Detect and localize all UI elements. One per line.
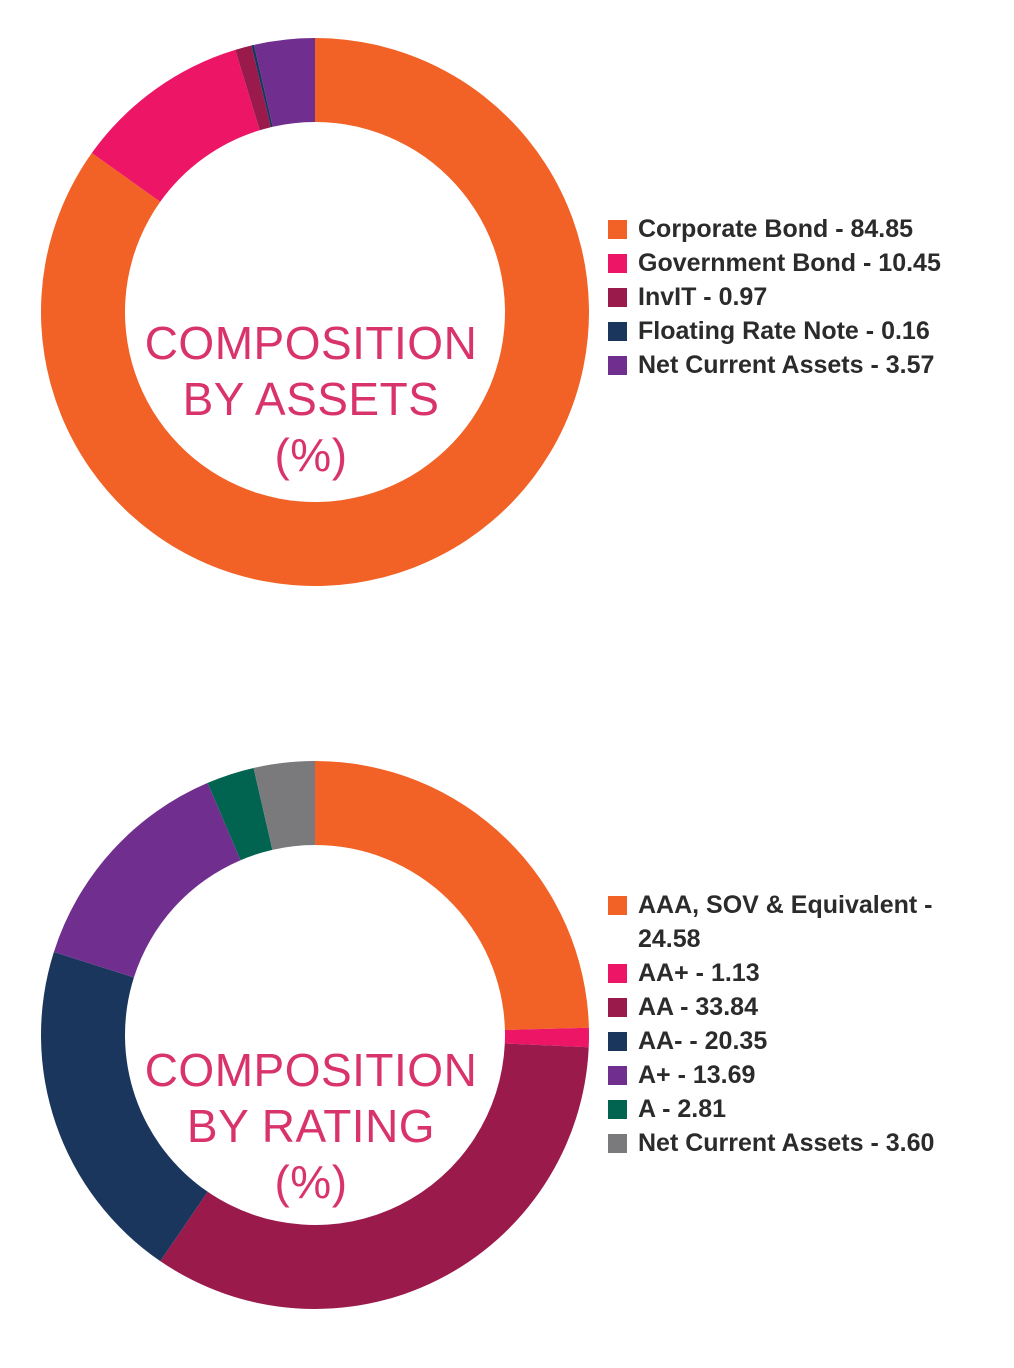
legend-value: 1.13 — [710, 959, 760, 987]
donut-slice-aa — [160, 1043, 589, 1309]
legend-separator: - — [655, 1095, 678, 1123]
legend-value: 24.58 — [638, 925, 701, 953]
legend-separator: - — [863, 351, 886, 379]
legend-separator: - — [673, 993, 696, 1021]
donut-slice-corporate-bond — [40, 38, 589, 586]
legend-item: AAA, SOV & Equivalent - 24.58 — [608, 888, 968, 956]
legend-rating: AAA, SOV & Equivalent - 24.58 AA+ - 1.13 A… — [608, 888, 968, 1160]
legend-item: Net Current Assets - 3.57 — [608, 348, 988, 382]
legend-label: A+ — [638, 1061, 671, 1089]
legend-separator: - — [863, 1129, 886, 1157]
legend-item: Corporate Bond - 84.85 — [608, 212, 988, 246]
legend-label: Corporate Bond — [638, 215, 829, 243]
chart-title-assets: COMPOSITION BY ASSETS (%) — [111, 315, 511, 483]
legend-item: AA- - 20.35 — [608, 1024, 968, 1058]
donut-slice-floating-rate-note — [251, 44, 273, 128]
legend-swatch — [608, 356, 627, 375]
legend-swatch — [608, 1066, 627, 1085]
legend-label: A — [638, 1095, 656, 1123]
legend-separator: - — [858, 317, 882, 345]
legend-swatch — [608, 322, 627, 341]
legend-swatch — [608, 220, 627, 239]
legend-assets: Corporate Bond - 84.85 Government Bond - … — [608, 212, 988, 382]
legend-value: 20.35 — [704, 1027, 768, 1055]
legend-swatch — [608, 1100, 627, 1119]
legend-item: Floating Rate Note - 0.16 — [608, 314, 988, 348]
chart-title-line: COMPOSITION — [144, 1044, 478, 1096]
legend-separator: - — [856, 249, 879, 277]
donut-slice-a-plus — [53, 782, 241, 978]
legend-item: Net Current Assets - 3.60 — [608, 1126, 968, 1160]
donut-chart-assets — [40, 38, 589, 586]
chart-title-rating: COMPOSITION BY RATING (%) — [111, 1042, 511, 1210]
legend-item: A - 2.81 — [608, 1092, 968, 1126]
chart-title-line: BY ASSETS — [182, 373, 440, 425]
legend-label: Net Current Assets — [638, 1129, 864, 1157]
legend-value: 84.85 — [850, 215, 914, 243]
legend-swatch — [608, 1032, 627, 1051]
donut-slice-a — [207, 767, 273, 861]
legend-value: 0.16 — [881, 317, 930, 345]
donut-slice-aa — [40, 951, 208, 1262]
chart-title-line: BY RATING — [186, 1100, 436, 1152]
donut-slice-government-bond — [91, 49, 260, 202]
legend-separator: - — [917, 891, 933, 919]
legend-value: 3.57 — [885, 351, 935, 379]
legend-item: AA+ - 1.13 — [608, 956, 968, 990]
legend-item: Government Bond - 10.45 — [608, 246, 988, 280]
donut-slice-aaa-sov-equivalent — [315, 761, 589, 1030]
legend-value: 13.69 — [692, 1061, 756, 1089]
legend-value: 3.60 — [885, 1129, 935, 1157]
legend-label: Floating Rate Note — [638, 317, 859, 345]
chart-title-line: COMPOSITION — [144, 317, 478, 369]
legend-value: 10.45 — [878, 249, 941, 277]
legend-item: A+ - 13.69 — [608, 1058, 968, 1092]
legend-item: InvIT - 0.97 — [608, 280, 988, 314]
chart-composition-by-assets: COMPOSITION BY ASSETS (%) Corporate Bond… — [0, 0, 1014, 620]
legend-swatch — [608, 998, 627, 1017]
donut-slice-invit — [235, 45, 271, 131]
legend-separator: - — [696, 283, 719, 311]
legend-separator: - — [682, 1027, 705, 1055]
chart-title-line: (%) — [274, 1156, 348, 1208]
legend-separator: - — [670, 1061, 693, 1089]
legend-item: AA - 33.84 — [608, 990, 968, 1024]
legend-label: AA — [638, 993, 674, 1021]
donut-chart-rating — [40, 761, 590, 1309]
legend-label: InvIT — [638, 283, 697, 311]
legend-separator: - — [688, 959, 711, 987]
legend-label: Government Bond — [638, 249, 857, 277]
legend-value: 33.84 — [695, 993, 758, 1021]
donut-slice-aa-plus — [504, 1027, 590, 1048]
legend-label: AAA, SOV & Equivalent — [638, 891, 918, 919]
donut-slice-net-current-assets — [253, 761, 315, 850]
legend-label: Net Current Assets — [638, 351, 864, 379]
chart-composition-by-rating: COMPOSITION BY RATING (%) AAA, SOV & Equ… — [0, 740, 1014, 1368]
chart-title-line: (%) — [274, 429, 348, 481]
legend-label: AA- — [638, 1027, 683, 1055]
donut-slice-net-current-assets — [254, 38, 315, 127]
legend-value: 2.81 — [677, 1095, 727, 1123]
legend-label: AA+ — [638, 959, 689, 987]
legend-swatch — [608, 964, 627, 983]
legend-swatch — [608, 896, 627, 915]
legend-swatch — [608, 254, 627, 273]
legend-swatch — [608, 288, 627, 307]
legend-separator: - — [828, 215, 851, 243]
legend-value: 0.97 — [718, 283, 768, 311]
legend-swatch — [608, 1134, 627, 1153]
